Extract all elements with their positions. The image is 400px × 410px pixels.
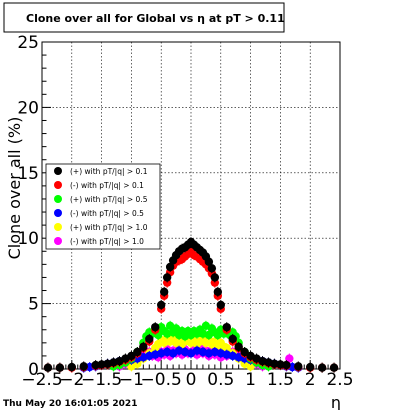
data-point xyxy=(127,351,136,361)
data-points xyxy=(43,237,339,373)
title-box: Clone over all for Global vs η at pT > 0… xyxy=(3,2,285,33)
x-axis-label: η xyxy=(331,393,341,410)
y-tick-label: 5 xyxy=(28,295,39,315)
data-point xyxy=(159,287,169,297)
legend-label: (+) with pT/|q| > 0.5 xyxy=(70,195,148,204)
x-tick-label: 2.5 xyxy=(326,370,353,390)
data-point xyxy=(246,362,255,371)
legend-marker xyxy=(54,223,62,231)
data-point xyxy=(204,257,214,266)
data-point xyxy=(240,347,249,357)
y-tick-label: 15 xyxy=(17,164,39,184)
data-point xyxy=(282,360,291,370)
legend-marker xyxy=(54,237,62,245)
data-point xyxy=(213,287,223,297)
x-tick-label: 1 xyxy=(245,370,256,390)
data-point xyxy=(216,300,225,310)
legend-marker xyxy=(54,209,62,217)
x-tick-label: −1.5 xyxy=(81,370,122,390)
data-point xyxy=(294,362,303,371)
y-tick-label: 20 xyxy=(17,98,39,118)
data-point xyxy=(157,300,166,310)
data-point xyxy=(222,343,231,353)
data-point xyxy=(145,334,154,344)
legend: (+) with pT/|q| > 0.1 (-) with pT/|q| > 0… xyxy=(45,163,161,250)
x-tick-label: −0.5 xyxy=(141,370,182,390)
data-point xyxy=(79,362,88,371)
data-point xyxy=(285,354,294,363)
data-point xyxy=(207,264,217,273)
x-tick-label: −2.5 xyxy=(21,370,62,390)
data-point xyxy=(151,322,160,332)
data-point xyxy=(139,342,148,351)
chart-title: Clone over all for Global vs η at pT > 0… xyxy=(26,12,285,25)
legend-label: (+) with pT/|q| > 0.1 xyxy=(70,167,148,176)
data-point xyxy=(317,363,327,372)
y-axis-label: Clone over all (%) xyxy=(5,117,24,260)
data-point xyxy=(234,342,243,351)
data-point xyxy=(165,262,175,272)
data-point xyxy=(222,322,231,332)
y-tick-labels: 0 5 10 15 20 25 xyxy=(17,33,39,380)
data-point xyxy=(133,347,142,357)
legend-label: (-) with pT/|q| > 0.1 xyxy=(70,181,144,190)
x-tick-label: 1.5 xyxy=(267,370,294,390)
legend-marker xyxy=(54,167,62,175)
x-tick-label: 0 xyxy=(186,370,197,390)
legend-label: (-) with pT/|q| > 0.5 xyxy=(70,209,144,218)
timestamp: Thu May 20 16:01:05 2021 xyxy=(3,399,137,409)
legend-label: (-) with pT/|q| > 1.0 xyxy=(70,237,144,246)
y-tick-label: 0 xyxy=(28,360,39,380)
data-point xyxy=(55,363,65,372)
data-point xyxy=(162,273,172,282)
legend-label: (+) with pT/|q| > 1.0 xyxy=(70,223,148,232)
legend-marker xyxy=(54,181,62,189)
y-tick-label: 10 xyxy=(17,229,39,249)
x-tick-label: −1 xyxy=(119,370,144,390)
x-tick-label: 2 xyxy=(305,370,316,390)
data-point xyxy=(306,362,315,372)
y-tick-label: 25 xyxy=(17,33,39,53)
data-point xyxy=(329,363,339,372)
x-tick-labels: −2.5−2−1.5−1−0.5 0 0.5 1 1.5 2 2.5 xyxy=(21,370,353,390)
legend-items: (+) with pT/|q| > 0.1 (-) with pT/|q| > 0… xyxy=(54,167,148,246)
series-0 xyxy=(43,237,339,373)
data-point xyxy=(43,363,53,372)
data-point xyxy=(67,362,77,372)
x-tick-label: −2 xyxy=(59,370,84,390)
legend-marker xyxy=(54,195,62,203)
legend-box xyxy=(45,163,161,250)
data-point xyxy=(210,273,220,282)
x-tick-label: 0.5 xyxy=(207,370,234,390)
data-point xyxy=(228,334,237,344)
